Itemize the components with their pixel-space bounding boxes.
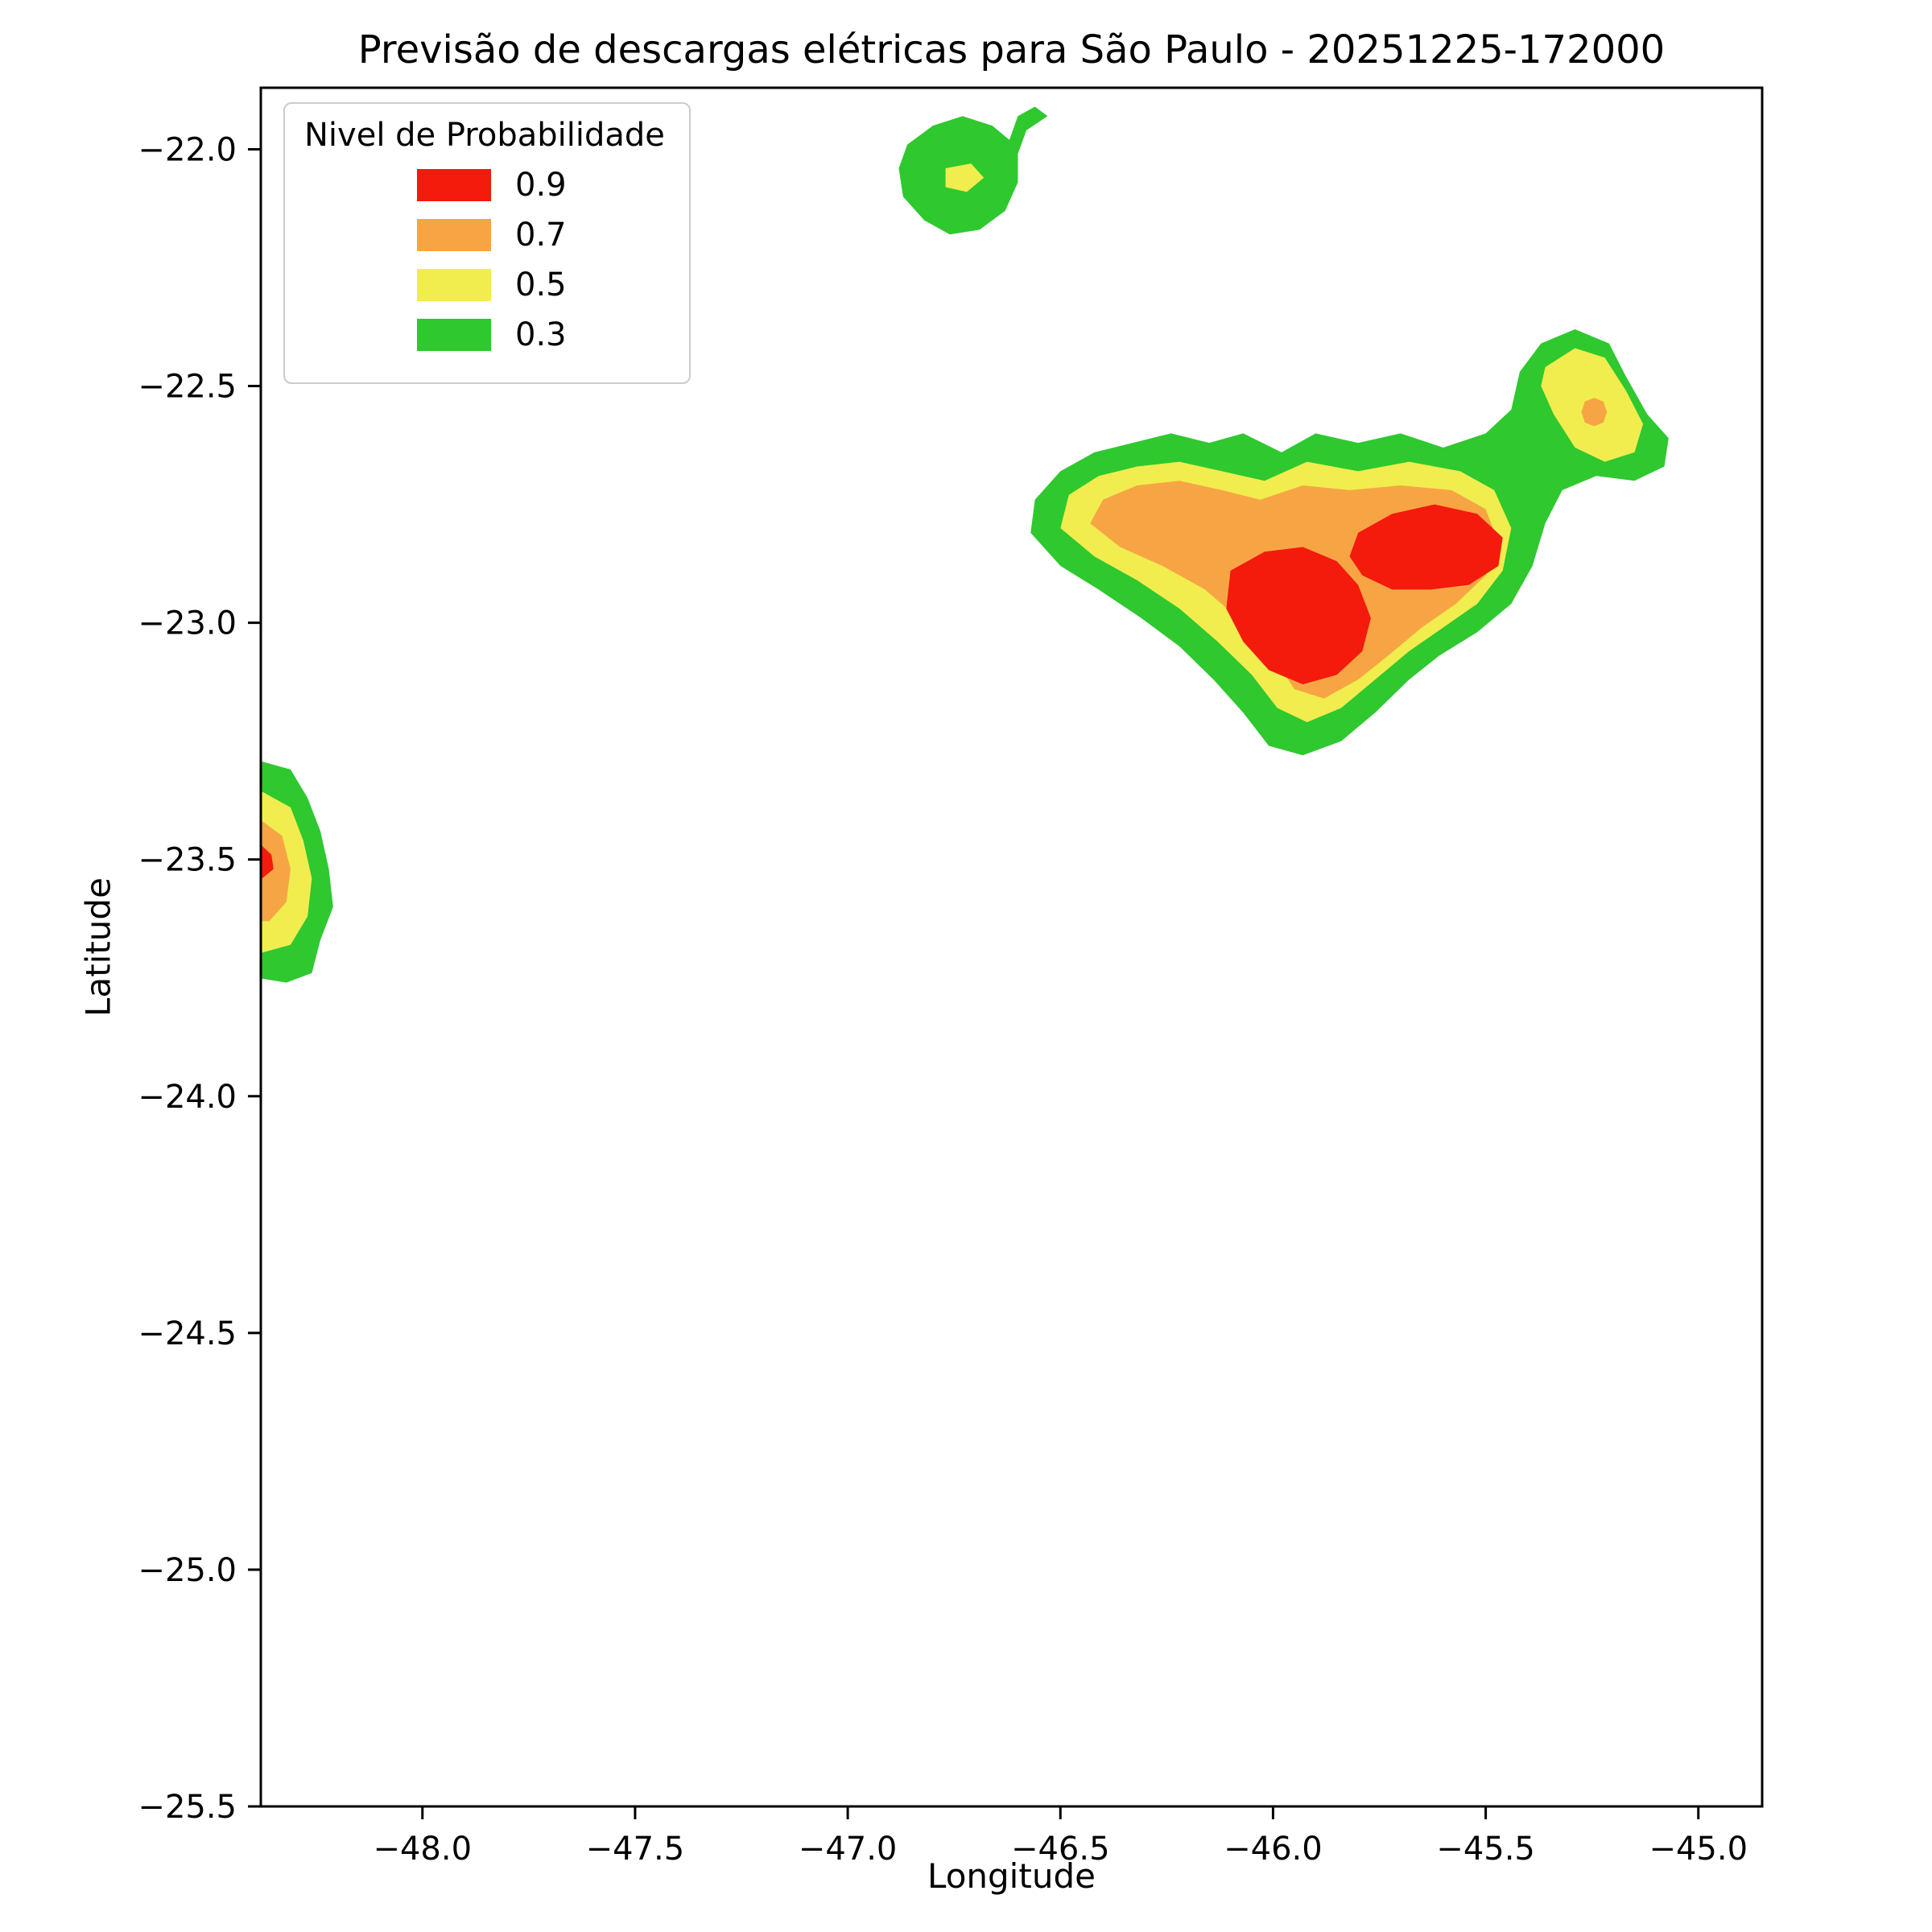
legend-entries: 0.9 0.7 0.5 0.3 <box>304 167 665 353</box>
x-axis-label: Longitude <box>927 1856 1096 1896</box>
y-tick-label: −25.5 <box>138 1789 237 1826</box>
legend-swatch <box>417 219 491 251</box>
legend-entry: 0.9 <box>417 167 665 204</box>
y-tick-label: −24.0 <box>138 1079 237 1116</box>
legend-entry: 0.5 <box>417 266 665 303</box>
x-tick-label: −45.0 <box>1649 1831 1748 1868</box>
legend-entry: 0.3 <box>417 316 665 353</box>
legend-entry-label: 0.7 <box>515 217 567 254</box>
y-tick-label: −25.0 <box>138 1552 237 1589</box>
x-tick-label: −47.5 <box>586 1831 685 1868</box>
legend-swatch <box>417 169 491 201</box>
x-tick-label: −46.0 <box>1224 1831 1323 1868</box>
contour-layers <box>261 106 1669 983</box>
chart-title: Previsão de descargas elétricas para São… <box>357 27 1666 72</box>
legend-entry-label: 0.3 <box>515 316 567 353</box>
y-tick-label: −22.0 <box>138 131 237 168</box>
x-tick-label: −47.0 <box>799 1831 898 1868</box>
legend-entry-label: 0.9 <box>515 167 567 204</box>
contour-region-main-cell-red-west <box>1226 547 1371 685</box>
legend: Nivel de Probabilidade 0.9 0.7 0.5 0.3 <box>283 102 691 384</box>
contour-region-west-cell-red <box>261 844 274 880</box>
plot-border <box>259 86 1764 1808</box>
legend-entry-label: 0.5 <box>515 266 567 303</box>
y-tick-label: −24.5 <box>138 1315 237 1352</box>
contour-region-north-cell-yellow <box>945 163 985 192</box>
legend-entry: 0.7 <box>417 217 665 254</box>
x-tick-label: −45.5 <box>1436 1831 1535 1868</box>
contour-region-main-cell-red-east <box>1349 504 1503 590</box>
legend-swatch <box>417 319 491 351</box>
legend-title: Nivel de Probabilidade <box>304 117 665 154</box>
y-axis-label: Latitude <box>78 877 118 1017</box>
x-tick-label: −48.0 <box>373 1831 472 1868</box>
x-tick-label: −46.5 <box>1011 1831 1110 1868</box>
legend-swatch <box>417 269 491 301</box>
y-tick-label: −22.5 <box>138 369 237 406</box>
contour-region-west-cell-orange <box>261 819 291 922</box>
y-tick-label: −23.0 <box>138 605 237 642</box>
y-tick-label: −23.5 <box>138 842 237 879</box>
contour-region-arm-orange-dot <box>1581 398 1608 427</box>
